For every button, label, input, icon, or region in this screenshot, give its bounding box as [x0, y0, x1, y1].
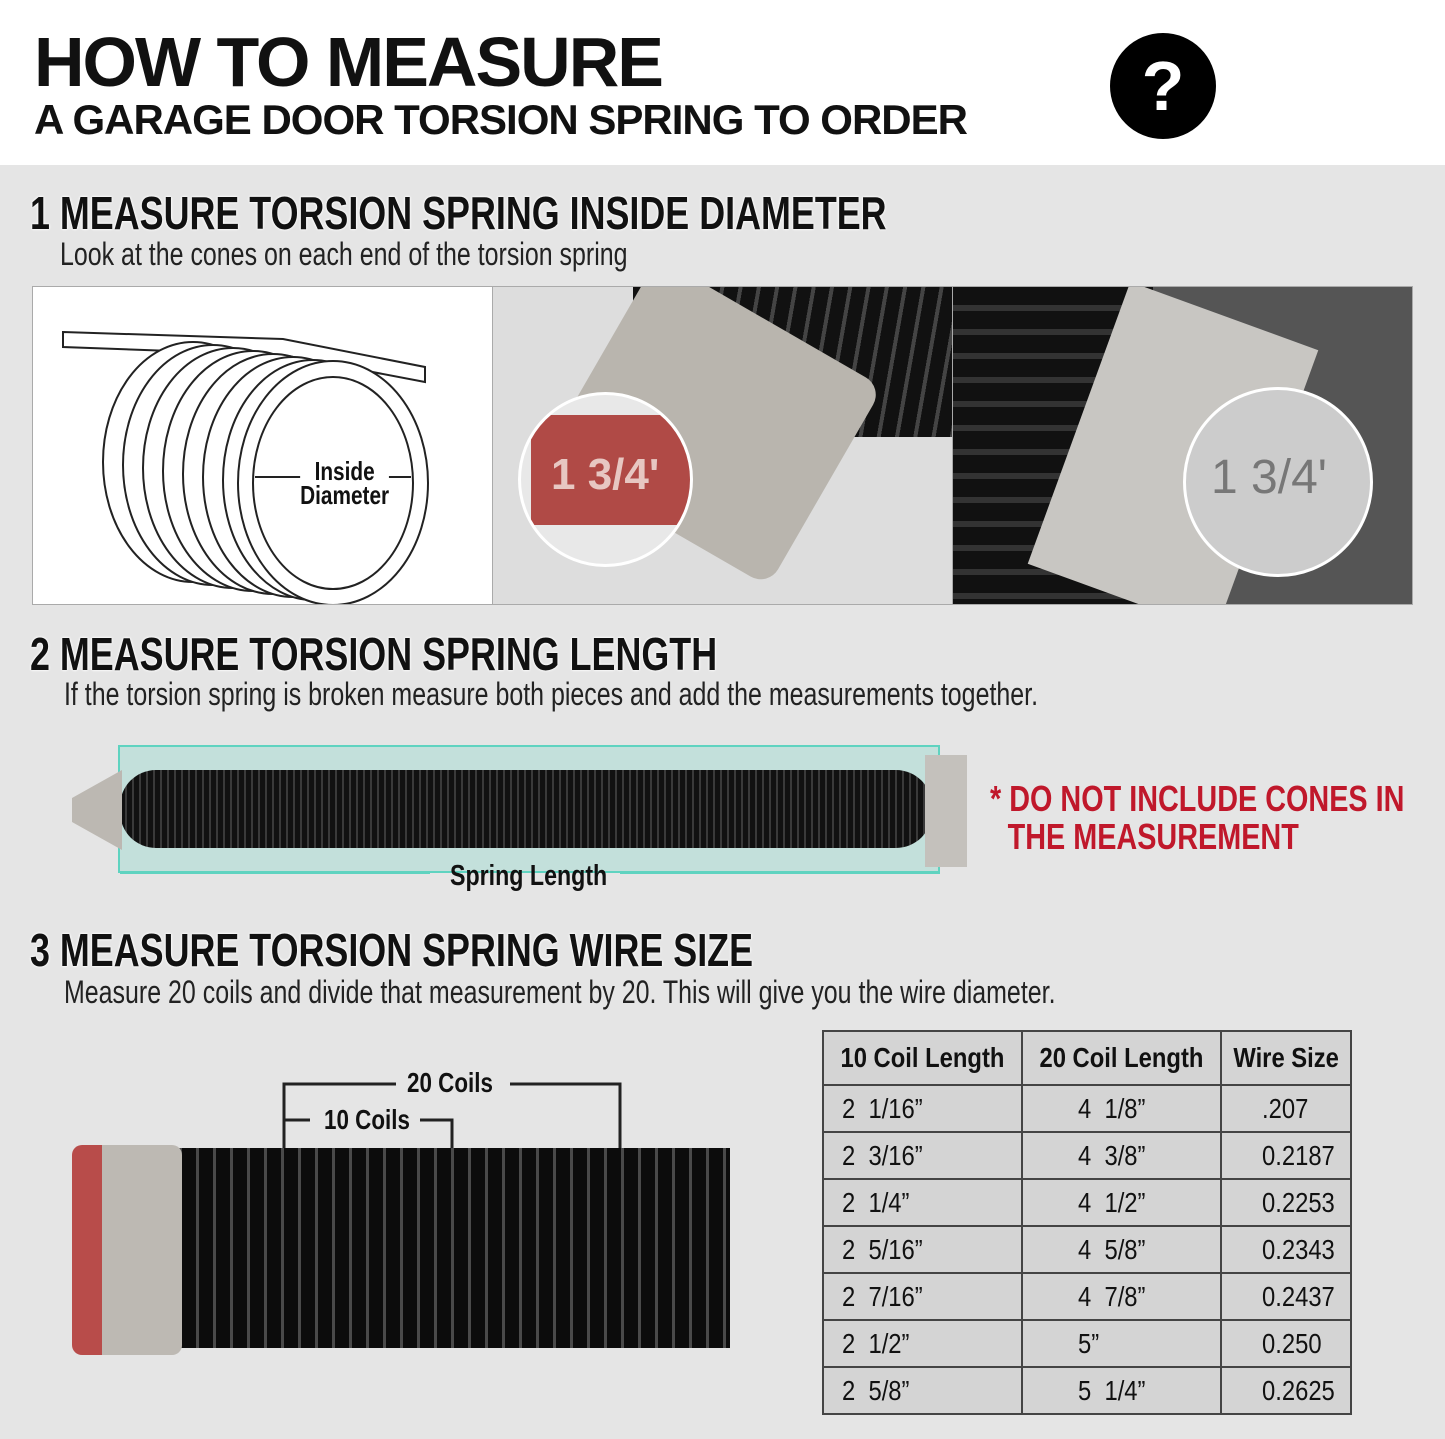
- spring-photo: [120, 770, 932, 848]
- table-cell: 2 3/16”: [822, 1131, 1023, 1180]
- col-header: 10 Coil Length: [822, 1030, 1023, 1086]
- cone-size-zoom: 1 3/4': [1183, 387, 1373, 577]
- table-cell: 4 7/8”: [1020, 1272, 1222, 1321]
- cone-photo-red: 1 3/4': [493, 287, 953, 604]
- left-cone: [72, 770, 122, 850]
- cone-photo-silver: 1 3/4': [953, 287, 1412, 604]
- wire-spring-photo: [165, 1148, 730, 1348]
- twenty-coils-label: 20 Coils: [407, 1067, 493, 1098]
- col-header: 20 Coil Length: [1020, 1030, 1222, 1086]
- table-cell: 0.250: [1219, 1319, 1353, 1368]
- table-cell: 5”: [1020, 1319, 1222, 1368]
- table-cell: 0.2437: [1219, 1272, 1353, 1321]
- question-icon: ?: [1110, 33, 1216, 139]
- table-row: 2 5/16” 4 5/8” 0.2343: [822, 1225, 1353, 1274]
- table-row: 2 1/2” 5” 0.250: [822, 1319, 1353, 1368]
- table-cell: 0.2343: [1219, 1225, 1353, 1274]
- cone-size-marking: 1 3/4': [531, 415, 690, 525]
- step3-subheading: Measure 20 coils and divide that measure…: [64, 974, 1056, 1010]
- table-row: 2 7/16” 4 7/8” 0.2437: [822, 1272, 1353, 1321]
- table-cell: 2 5/8”: [822, 1366, 1023, 1415]
- inside-diameter-label: Inside Diameter: [300, 456, 390, 510]
- table-row: 2 1/4” 4 1/2” 0.2253: [822, 1178, 1353, 1227]
- coil-diagram-icon: [62, 330, 429, 604]
- step2-heading: 2 MEASURE TORSION SPRING LENGTH: [30, 628, 718, 680]
- table-cell: 2 5/16”: [822, 1225, 1023, 1274]
- table-cell: 5 1/4”: [1020, 1366, 1222, 1415]
- table-cell: 0.2253: [1219, 1178, 1353, 1227]
- step2-subheading: If the torsion spring is broken measure …: [64, 676, 1039, 712]
- table-cell: 4 1/2”: [1020, 1178, 1222, 1227]
- cones-warning: * DO NOT INCLUDE CONES IN THE MEASUREMENT: [990, 778, 1405, 857]
- table-cell: 4 1/8”: [1020, 1084, 1222, 1133]
- table-cell: 4 5/8”: [1020, 1225, 1222, 1274]
- table-row: 2 3/16” 4 3/8” 0.2187: [822, 1131, 1353, 1180]
- step1-subheading: Look at the cones on each end of the tor…: [60, 236, 628, 272]
- table-cell: 2 1/16”: [822, 1084, 1023, 1133]
- table-cell: 0.2625: [1219, 1366, 1353, 1415]
- table-cell: 2 1/4”: [822, 1178, 1023, 1227]
- right-cone: [925, 755, 967, 867]
- table-cell: 4 3/8”: [1020, 1131, 1222, 1180]
- wire-spring-cone: [72, 1145, 182, 1355]
- page-subtitle: A GARAGE DOOR TORSION SPRING TO ORDER: [34, 96, 968, 143]
- table-row: 2 5/8” 5 1/4” 0.2625: [822, 1366, 1353, 1415]
- wire-size-table: 10 Coil Length 20 Coil Length Wire Size …: [822, 1030, 1353, 1415]
- coil-diagram: Inside Diameter: [33, 287, 493, 604]
- table-cell: 2 7/16”: [822, 1272, 1023, 1321]
- spring-length-label: Spring Length: [450, 860, 608, 892]
- table-cell: 2 1/2”: [822, 1319, 1023, 1368]
- table-cell: .207: [1219, 1084, 1353, 1133]
- table-cell: 0.2187: [1219, 1131, 1353, 1180]
- page-title: HOW TO MEASURE: [34, 23, 664, 101]
- col-header: Wire Size: [1219, 1030, 1353, 1086]
- step1-heading: 1 MEASURE TORSION SPRING INSIDE DIAMETER: [30, 187, 887, 239]
- table-row: 2 1/16” 4 1/8” .207: [822, 1084, 1353, 1133]
- inside-diameter-panel: Inside Diameter 1 3/4' 1 3/4': [32, 286, 1413, 605]
- coil-brackets: [282, 1082, 622, 1156]
- step3-heading: 3 MEASURE TORSION SPRING WIRE SIZE: [30, 924, 754, 976]
- ten-coils-label: 10 Coils: [324, 1104, 410, 1135]
